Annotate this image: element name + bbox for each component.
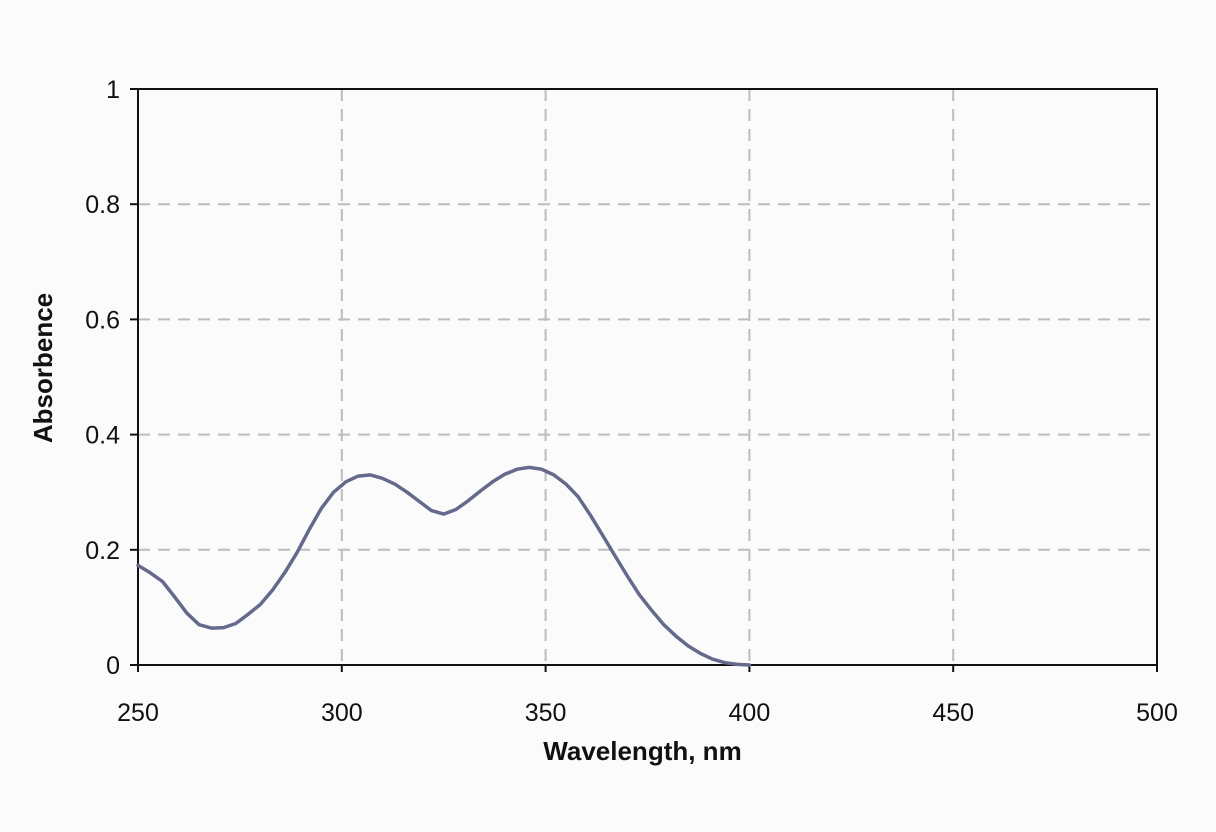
y-tick-label: 0.6 — [85, 306, 120, 334]
x-tick-label: 400 — [729, 699, 771, 727]
y-tick-label: 1 — [106, 76, 120, 104]
x-tick-label: 450 — [932, 699, 974, 727]
series-layer — [136, 465, 752, 667]
absorbance-series-line — [136, 465, 752, 667]
x-tick-label: 350 — [525, 699, 567, 727]
x-tick-label: 250 — [117, 699, 159, 727]
y-axis-title: Absorbence — [28, 293, 58, 443]
y-tick-label: 0.4 — [85, 422, 120, 450]
x-tick-label: 300 — [321, 699, 363, 727]
tick-layer: 250 300 350 400 450 500 0 0.2 0.4 0.6 0.8 1 — [85, 76, 1178, 727]
y-tick-label: 0.2 — [85, 537, 120, 565]
x-axis-title: Wavelength, nm — [543, 736, 741, 766]
x-tick-label: 500 — [1136, 699, 1178, 727]
plot-frame — [137, 88, 1158, 666]
grid-layer — [138, 89, 1157, 665]
y-tick-label: 0 — [106, 652, 120, 680]
y-tick-label: 0.8 — [85, 191, 120, 219]
